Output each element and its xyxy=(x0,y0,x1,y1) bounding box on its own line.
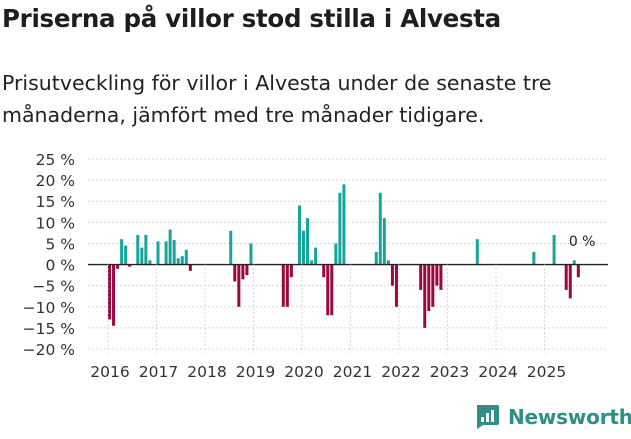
bar xyxy=(326,264,330,316)
y-tick-label: −10 % xyxy=(23,299,75,317)
x-tick-label: 2019 xyxy=(236,363,275,381)
bar xyxy=(136,235,140,265)
x-tick-label: 2017 xyxy=(139,363,178,381)
brand-name: Newsworthy xyxy=(508,405,631,429)
bar xyxy=(297,205,301,265)
bar xyxy=(172,240,176,265)
y-tick-label: 5 % xyxy=(45,235,75,253)
bar xyxy=(144,235,148,265)
brand-logo: Newsworthy xyxy=(474,404,631,430)
bar xyxy=(564,264,568,290)
bar xyxy=(310,260,314,265)
bar xyxy=(431,264,435,307)
bar xyxy=(330,264,334,316)
bar xyxy=(427,264,431,311)
bar xyxy=(386,260,390,265)
annotation-label: 0 % xyxy=(569,234,596,250)
bar xyxy=(156,241,160,265)
bar xyxy=(229,230,233,265)
bar xyxy=(285,264,289,307)
bar xyxy=(245,264,249,276)
chart-subtitle: Prisutveckling för villor i Alvesta unde… xyxy=(2,67,627,131)
bars xyxy=(108,184,580,328)
bar xyxy=(338,192,342,265)
x-axis: 2016 2017 2018 2019 2020 2021 2022 2023 2024 2025 xyxy=(90,264,566,381)
bar xyxy=(532,251,536,265)
bar xyxy=(241,264,245,280)
bar xyxy=(128,264,132,267)
subtitle-line: Prisutveckling för villor i Alvesta unde… xyxy=(2,71,552,95)
subtitle-line: månaderna, jämfört med tre månader tidig… xyxy=(2,103,485,127)
bar xyxy=(322,264,326,278)
bar xyxy=(164,241,168,265)
bar xyxy=(120,239,124,265)
bar xyxy=(334,243,338,265)
bar xyxy=(188,264,192,271)
y-tick-label: 0 % xyxy=(45,257,75,275)
bar xyxy=(148,260,152,265)
bar xyxy=(435,264,439,286)
bar xyxy=(116,264,120,269)
bar xyxy=(237,264,241,307)
bar xyxy=(419,264,423,290)
bar xyxy=(124,245,128,265)
y-tick-label: −5 % xyxy=(32,278,75,296)
bar-chart-logo-icon xyxy=(477,405,499,429)
bar xyxy=(568,264,572,299)
bar xyxy=(342,184,346,265)
y-tick-label: −20 % xyxy=(23,341,75,359)
x-tick-label: 2025 xyxy=(527,363,566,381)
bar xyxy=(576,264,580,278)
x-tick-label: 2021 xyxy=(333,363,372,381)
bar xyxy=(314,247,318,265)
x-tick-label: 2020 xyxy=(284,363,323,381)
bar xyxy=(168,229,172,265)
bar xyxy=(112,264,116,326)
chart-title: Priserna på villor stod stilla i Alvesta xyxy=(2,4,501,33)
bar xyxy=(302,230,305,265)
bar xyxy=(374,251,378,265)
y-tick-label: 10 % xyxy=(36,214,75,232)
y-tick-label: 25 % xyxy=(36,151,75,169)
bar xyxy=(233,264,237,282)
bar xyxy=(289,264,293,278)
bar xyxy=(378,192,382,265)
bar xyxy=(281,264,285,307)
bar xyxy=(184,249,188,265)
bar xyxy=(140,247,144,265)
bar xyxy=(475,239,479,265)
bar xyxy=(394,264,398,307)
x-tick-label: 2023 xyxy=(430,363,469,381)
bar xyxy=(382,218,386,265)
bar xyxy=(180,256,184,265)
bar xyxy=(390,264,394,286)
bar xyxy=(439,264,443,290)
y-tick-label: −15 % xyxy=(23,320,75,338)
x-tick-label: 2022 xyxy=(381,363,420,381)
x-tick-label: 2016 xyxy=(90,363,129,381)
bar xyxy=(572,260,576,265)
bar xyxy=(306,218,310,265)
gridlines xyxy=(88,158,608,350)
bar xyxy=(423,264,427,328)
x-tick-label: 2024 xyxy=(478,363,517,381)
bar xyxy=(249,243,253,265)
y-axis: 25 % 20 % 15 % 10 % 5 % 0 % −5 % −10 % −15 % −20 … xyxy=(23,151,75,359)
y-tick-label: 20 % xyxy=(36,172,75,190)
bar xyxy=(108,264,111,320)
y-tick-label: 15 % xyxy=(36,193,75,211)
bar xyxy=(176,258,180,265)
x-tick-label: 2018 xyxy=(187,363,226,381)
bar xyxy=(552,235,556,265)
